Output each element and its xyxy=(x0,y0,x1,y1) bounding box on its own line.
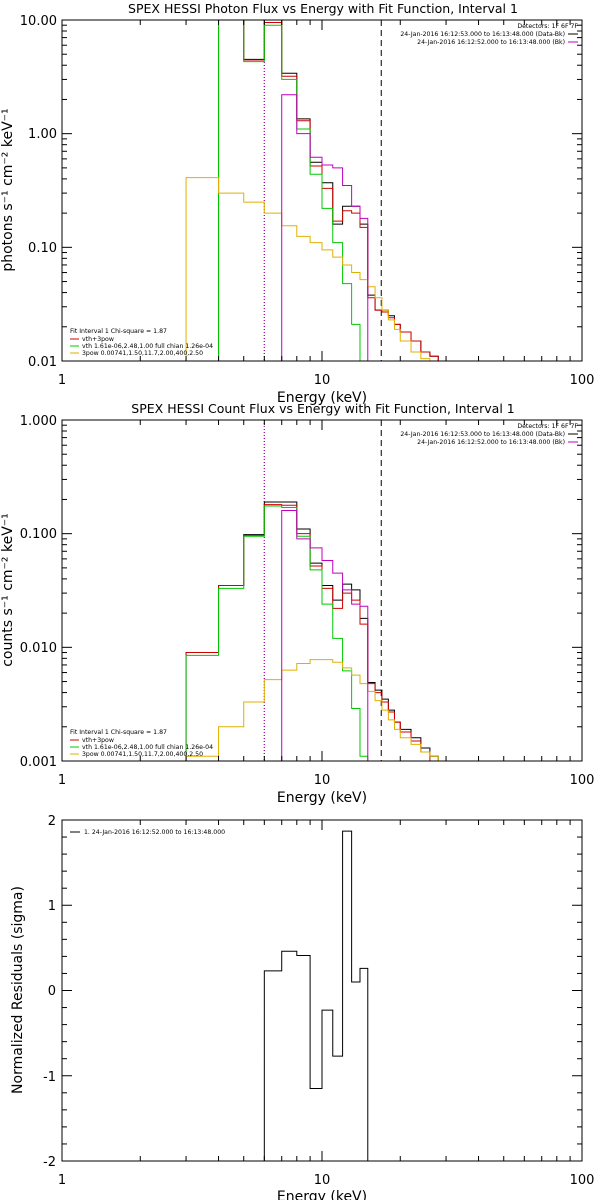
photon-flux-ylabel: photons s⁻¹ cm⁻² keV⁻¹ xyxy=(0,108,16,271)
photon-flux-series-vth-3pow-line xyxy=(218,20,447,361)
photon-flux-legend-vth3pow: vth+3pow xyxy=(82,336,114,343)
residuals-ytick-1: -1 xyxy=(43,1070,56,1085)
count-flux-xlabel: Energy (keV) xyxy=(277,790,367,806)
count-flux-panel: SPEX HESSI Count Flux vs Energy with Fit… xyxy=(0,401,594,806)
photon-flux-info-line-0: Detectors: 1F 6F 7F xyxy=(517,23,578,30)
residuals-ytick-4: 2 xyxy=(48,814,56,829)
residuals-xlabel: Energy (keV) xyxy=(277,1189,367,1200)
count-flux-series-data-line xyxy=(185,501,439,761)
photon-flux-series-bk-line xyxy=(281,94,369,361)
residuals-xtick-0: 1 xyxy=(58,1173,66,1188)
photon-flux-xtick-2: 100 xyxy=(570,373,595,388)
count-flux-ytick-3: 1.000 xyxy=(20,414,57,429)
count-flux-xtick-1: 10 xyxy=(314,773,331,788)
photon-flux-xtick-0: 1 xyxy=(58,373,66,388)
count-flux-legend-3pow: 3pow 0.00741,1.50,11.7,2.00,400,2.50 xyxy=(82,751,203,758)
count-flux-info-line-1: 24-Jan-2016 16:12:53.000 to 16:13:48.000… xyxy=(400,431,565,438)
count-flux-title: SPEX HESSI Count Flux vs Energy with Fit… xyxy=(131,401,514,416)
residuals-ytick-0: -2 xyxy=(43,1155,56,1170)
residuals-xtick-1: 10 xyxy=(314,1173,331,1188)
count-flux-info-line-0: Detectors: 1F 6F 7F xyxy=(517,423,578,430)
count-flux-ytick-0: 0.001 xyxy=(20,755,57,770)
residuals-ticks xyxy=(61,819,582,1162)
photon-flux-xlabel: Energy (keV) xyxy=(277,390,367,406)
photon-flux-ytick-0: 0.01 xyxy=(28,355,57,370)
count-flux-xtick-2: 100 xyxy=(570,773,595,788)
count-flux-series-bk-line xyxy=(281,509,369,761)
photon-flux-ticks xyxy=(61,20,582,362)
residuals-plot-area xyxy=(263,830,369,1161)
count-flux-info-line-2: 24-Jan-2016 16:12:52.000 to 16:13:48.000… xyxy=(417,439,565,446)
photon-flux-ytick-1: 0.10 xyxy=(28,241,57,256)
residuals-frame xyxy=(61,819,583,1162)
residuals-series-1-24-jan-2016-16-12-52-000-to-16-13-48-000-line xyxy=(263,830,369,1161)
count-flux-series-vth-line xyxy=(185,505,369,761)
count-flux-xtick-0: 1 xyxy=(58,773,66,788)
photon-flux-ytick-3: 10.00 xyxy=(20,14,57,29)
photon-flux-info-line-1: 24-Jan-2016 16:12:53.000 to 16:13:48.000… xyxy=(400,31,565,38)
count-flux-ytick-1: 0.010 xyxy=(20,641,57,656)
count-flux-ticks xyxy=(61,420,582,762)
photon-flux-series-3pow-line xyxy=(185,177,439,361)
count-flux-legend-vth: vth 1.61e-06,2.48,1.00 full chian 1.26e-… xyxy=(82,744,213,751)
residuals-ytick-3: 1 xyxy=(48,899,56,914)
photon-flux-plot-area xyxy=(185,20,447,361)
photon-flux-xtick-1: 10 xyxy=(314,373,331,388)
photon-flux-legend-3pow: 3pow 0.00741,1.50,11.7,2.00,400,2.50 xyxy=(82,350,203,357)
count-flux-ytick-2: 0.100 xyxy=(20,527,57,542)
residuals-ylabel: Normalized Residuals (sigma) xyxy=(10,886,26,1094)
count-flux-plot-area xyxy=(185,420,447,761)
count-flux-legend-fit: Fit Interval 1 Chi-square = 1.87 xyxy=(70,729,167,736)
photon-flux-series-vth-line xyxy=(218,20,361,361)
photon-flux-legend-vth: vth 1.61e-06,2.48,1.00 full chian 1.26e-… xyxy=(82,343,213,350)
photon-flux-info-line-2: 24-Jan-2016 16:12:52.000 to 16:13:48.000… xyxy=(417,39,565,46)
residuals-legend-label: 1. 24-Jan-2016 16:12:52.000 to 16:13:48.… xyxy=(84,829,225,836)
count-flux-series-3pow-line xyxy=(185,659,447,761)
residuals-panel: -2 -1 0 1 2 1 10 100 Energy (keV) Normal… xyxy=(10,814,594,1200)
photon-flux-title: SPEX HESSI Photon Flux vs Energy with Fi… xyxy=(128,1,518,16)
photon-flux-ytick-2: 1.00 xyxy=(28,127,57,142)
residuals-xtick-2: 100 xyxy=(570,1173,595,1188)
count-flux-series-vth-3pow-line xyxy=(185,504,439,761)
photon-flux-legend-fit: Fit Interval 1 Chi-square = 1.87 xyxy=(70,328,167,335)
count-flux-ylabel: counts s⁻¹ cm⁻² keV⁻¹ xyxy=(0,513,16,667)
count-flux-legend-vth3pow: vth+3pow xyxy=(82,737,114,744)
photon-flux-panel: SPEX HESSI Photon Flux vs Energy with Fi… xyxy=(0,1,595,406)
residuals-ytick-2: 0 xyxy=(48,984,56,999)
